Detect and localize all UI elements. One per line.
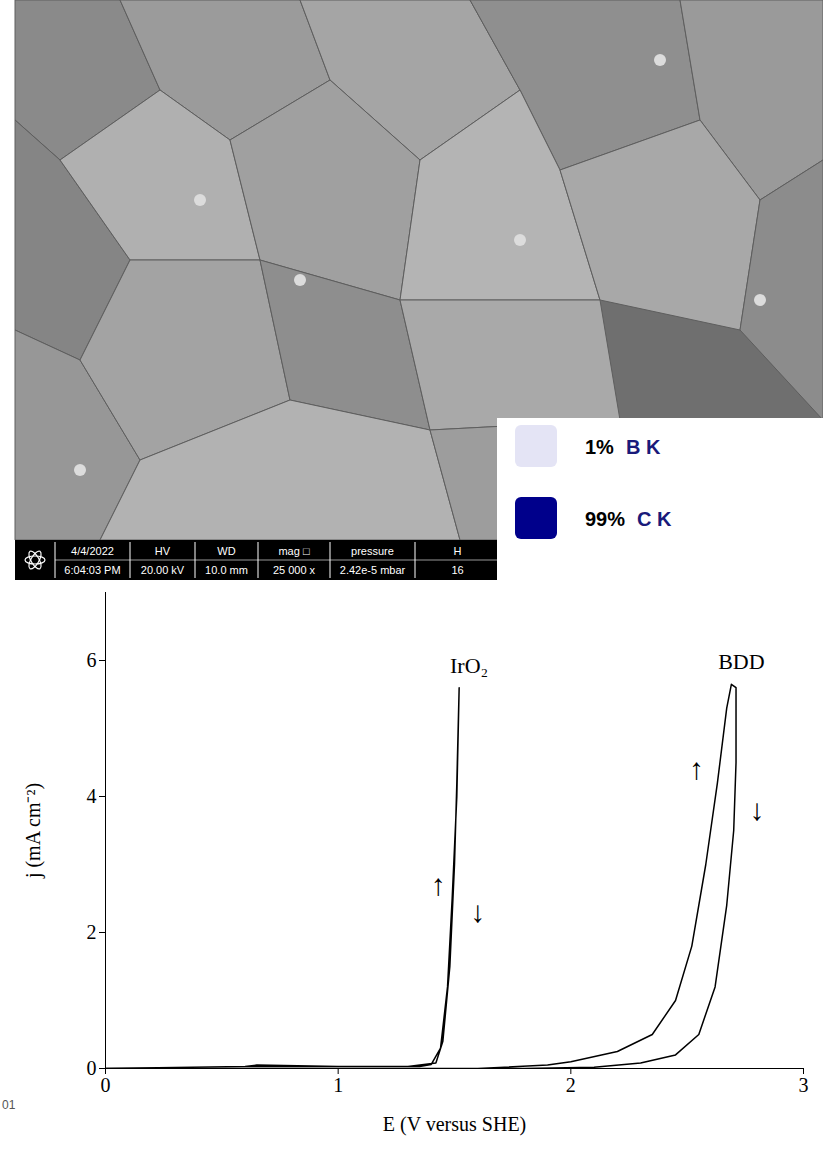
svg-text:↓: ↓	[749, 793, 764, 826]
svg-text:16: 16	[451, 564, 463, 576]
svg-text:3: 3	[799, 1074, 809, 1096]
svg-text:2: 2	[566, 1074, 576, 1096]
svg-text:4: 4	[87, 785, 97, 807]
svg-text:20.00 kV: 20.00 kV	[141, 564, 185, 576]
svg-text:6: 6	[87, 649, 97, 671]
svg-text:10.0 mm: 10.0 mm	[205, 564, 248, 576]
svg-text:mag □: mag □	[278, 545, 309, 557]
svg-text:25 000 x: 25 000 x	[273, 564, 316, 576]
svg-text:2.42e-5 mbar: 2.42e-5 mbar	[340, 564, 406, 576]
svg-text:E (V versus SHE): E (V versus SHE)	[383, 1113, 527, 1136]
svg-text:HV: HV	[155, 545, 171, 557]
svg-text:↓: ↓	[470, 895, 485, 928]
html-text:01: 01	[2, 1098, 16, 1112]
svg-text:↑: ↑	[689, 752, 704, 785]
svg-text:IrO₂: IrO₂	[450, 653, 488, 678]
svg-text:0: 0	[101, 1074, 111, 1096]
svg-text:99%C K: 99%C K	[585, 508, 672, 530]
svg-text:1%B K: 1%B K	[585, 436, 661, 458]
svg-text:BDD: BDD	[718, 649, 764, 674]
svg-text:4/4/2022: 4/4/2022	[71, 545, 114, 557]
svg-text:1: 1	[333, 1074, 343, 1096]
svg-text:pressure: pressure	[351, 545, 394, 557]
svg-text:H: H	[454, 545, 462, 557]
svg-text:2: 2	[87, 921, 97, 943]
svg-text:WD: WD	[217, 545, 235, 557]
svg-text:6:04:03 PM: 6:04:03 PM	[64, 564, 120, 576]
svg-text:↑: ↑	[431, 868, 446, 901]
svg-text:0: 0	[87, 1057, 97, 1079]
svg-text:j (mA cm⁻²): j (mA cm⁻²)	[22, 783, 45, 879]
